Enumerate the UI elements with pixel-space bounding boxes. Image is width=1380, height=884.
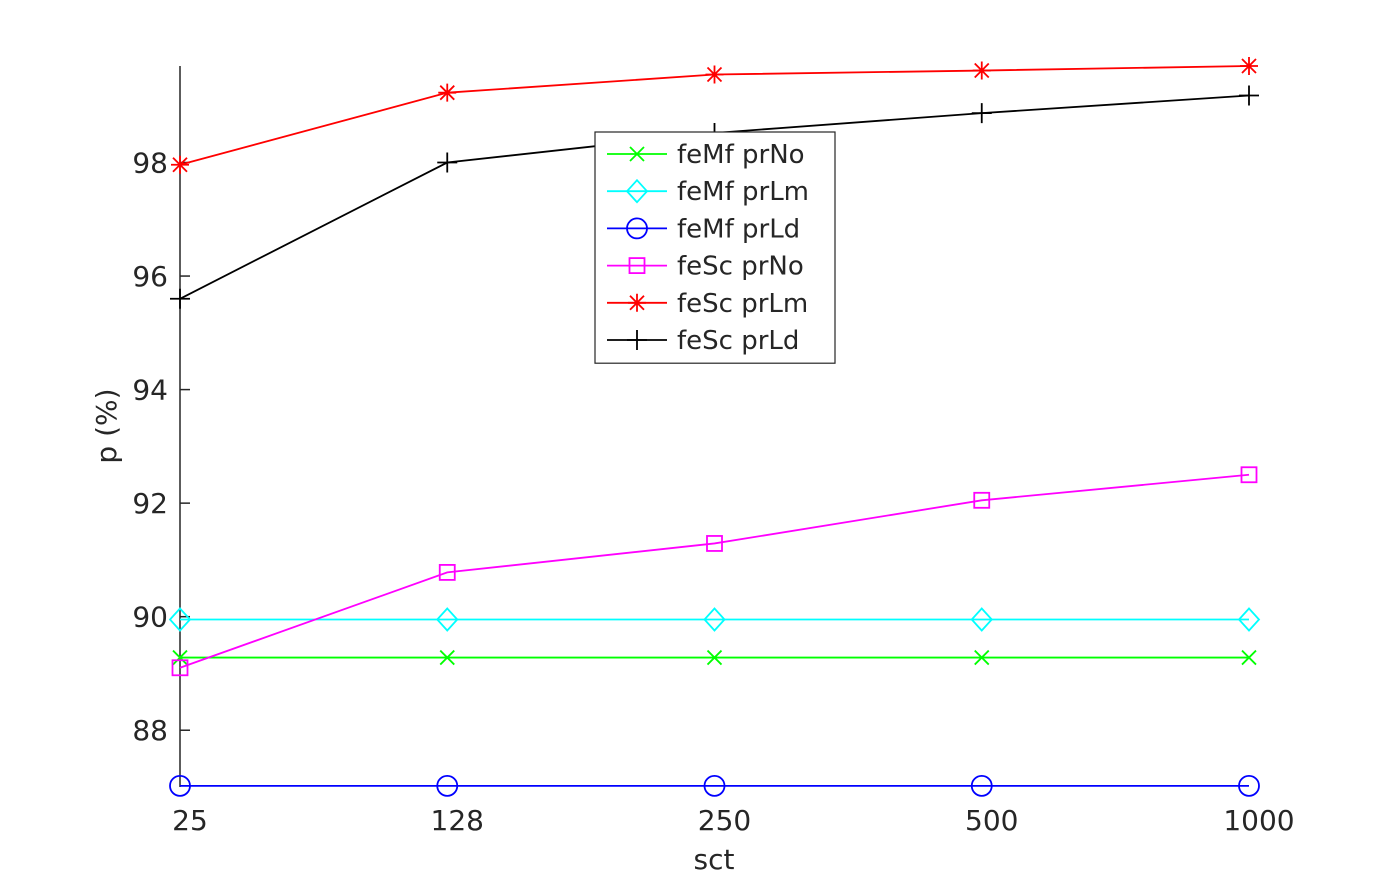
data-point xyxy=(439,649,455,666)
series-fesc-prno xyxy=(171,466,1258,677)
legend-marker xyxy=(629,146,645,162)
data-point xyxy=(438,83,457,102)
data-point xyxy=(170,288,190,309)
legend-marker xyxy=(628,257,646,275)
x-tick-label: 25 xyxy=(172,804,208,837)
data-point xyxy=(971,103,992,124)
data-point xyxy=(1239,85,1259,106)
legend: feMf prNo feMf prLm feMf prLd feSc prNo feSc… xyxy=(594,131,836,364)
x-tick-label: 1000 xyxy=(1223,804,1294,837)
series-femf-prld xyxy=(169,774,1260,797)
y-axis-label: p (%) xyxy=(90,388,123,463)
data-point xyxy=(172,649,188,666)
data-point xyxy=(168,607,192,632)
data-point xyxy=(970,607,993,632)
x-axis-label: sct xyxy=(694,843,735,876)
data-point xyxy=(1238,774,1260,797)
legend-item: feMf prLd xyxy=(607,214,800,244)
data-point xyxy=(706,535,723,552)
data-point xyxy=(970,774,993,797)
legend-label: feMf prLm xyxy=(677,177,809,207)
data-point xyxy=(171,659,189,677)
data-point xyxy=(703,607,726,632)
legend-marker xyxy=(628,293,646,312)
y-tick-label: 92 xyxy=(132,487,168,520)
x-tick-label: 128 xyxy=(431,804,484,837)
x-tick-label: 500 xyxy=(965,804,1018,837)
data-point xyxy=(169,774,191,797)
legend-box xyxy=(594,131,836,364)
axes: 88 90 92 94 96 98 25 128 250 500 1000 xyxy=(132,66,1295,837)
data-point xyxy=(436,607,459,632)
legend-item: feSc prLm xyxy=(607,289,808,319)
data-point xyxy=(706,649,723,666)
series-femf-prno xyxy=(172,649,1257,666)
y-tick-label: 90 xyxy=(132,601,168,634)
legend-label: feSc prLd xyxy=(677,326,799,356)
data-point xyxy=(705,65,724,84)
data-point xyxy=(1241,649,1257,666)
data-point xyxy=(972,61,991,80)
x-tick-label: 250 xyxy=(698,804,751,837)
y-tick-label: 94 xyxy=(132,374,168,407)
data-point xyxy=(436,774,459,797)
data-point xyxy=(703,774,726,797)
legend-label: feSc prNo xyxy=(677,252,804,282)
legend-item: feMf prNo xyxy=(607,140,805,170)
legend-label: feMf prLd xyxy=(677,214,800,244)
legend-item: feMf prLm xyxy=(607,177,809,207)
data-point xyxy=(171,155,189,174)
legend-marker xyxy=(625,178,649,204)
data-point xyxy=(1240,466,1258,484)
data-point xyxy=(1240,57,1258,75)
legend-marker xyxy=(627,330,647,350)
legend-label: feSc prLm xyxy=(677,289,808,319)
data-point xyxy=(974,649,990,666)
series-fesc-prlm xyxy=(171,57,1258,174)
y-tick-label: 96 xyxy=(132,260,168,293)
data-point xyxy=(437,152,458,173)
series-layer xyxy=(168,57,1261,797)
series-line xyxy=(179,473,1250,669)
series-femf-prlm xyxy=(168,607,1261,632)
legend-item: feSc prLd xyxy=(607,326,799,356)
data-point xyxy=(973,491,991,509)
y-tick-label: 98 xyxy=(132,147,168,180)
legend-label: feMf prNo xyxy=(677,140,805,170)
legend-marker xyxy=(626,217,648,240)
y-tick-label: 88 xyxy=(132,714,168,747)
legend-item: feSc prNo xyxy=(607,252,804,282)
data-point xyxy=(1237,607,1261,632)
data-point xyxy=(438,564,456,581)
